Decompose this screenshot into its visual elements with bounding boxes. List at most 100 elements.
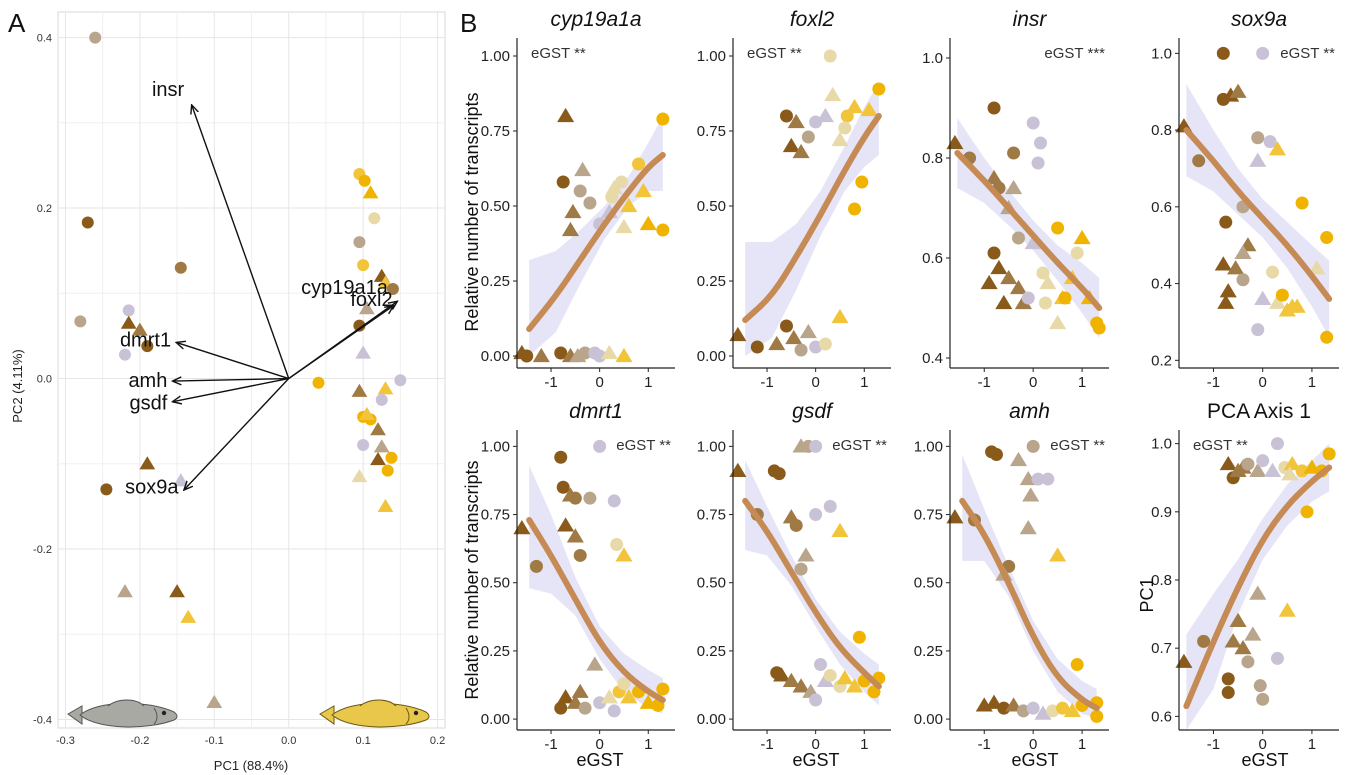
data-point-triangle [985, 169, 1003, 185]
x-tick-label: 1 [1078, 736, 1086, 753]
data-point-circle [632, 157, 646, 171]
data-point-circle [1092, 321, 1106, 335]
data-point-circle [1295, 464, 1309, 478]
significance-label: eGST ** [1050, 437, 1105, 454]
significance-label: eGST ** [747, 45, 802, 62]
y-tick-label: 0.6 [922, 250, 943, 267]
data-point-circle [809, 439, 823, 453]
pca-point-circle [89, 31, 102, 44]
y-tick-label: 0.00 [697, 711, 726, 728]
x-tick-label: 0 [811, 736, 819, 753]
data-point-circle [1058, 291, 1072, 305]
data-point-triangle [797, 547, 815, 562]
data-point-circle [1011, 231, 1025, 245]
y-tick-label: 0.00 [481, 348, 510, 365]
y-tick-label: 0.00 [481, 711, 510, 728]
data-point-circle [989, 448, 1003, 462]
pca-point-circle [381, 464, 394, 477]
data-point-triangle [571, 683, 589, 698]
trend-line [526, 152, 666, 332]
data-point-triangle [1308, 260, 1326, 275]
data-point-circle [1216, 46, 1230, 60]
data-point-circle [554, 346, 568, 360]
data-point-circle [1256, 454, 1270, 468]
data-point-circle [573, 548, 587, 562]
panel-title: amh [1009, 400, 1050, 423]
pca-point-triangle [139, 456, 156, 470]
panel-gsdf: 0.00 0.25 0.50 0.75 1.00 -1 0 1 gsdf eGST ** [697, 400, 891, 753]
y-tick-label: 0.9 [1151, 504, 1172, 521]
panel-pca-axis-1: 0.6 0.7 0.8 0.9 1.0 -1 0 1 PCA Axis 1 eGST ** [1151, 400, 1339, 753]
data-point-circle [605, 190, 619, 204]
data-point-triangle [1227, 260, 1245, 275]
y-tick-label: 0.6 [1151, 708, 1172, 725]
data-point-triangle [1234, 244, 1252, 259]
y-tick-label: 0.2 [1151, 352, 1172, 369]
trend-line [742, 497, 882, 690]
data-point-circle [1026, 701, 1040, 715]
data-point-circle [1251, 323, 1265, 337]
grey-fish-icon [67, 699, 178, 728]
data-point-triangle [1175, 653, 1193, 668]
pca-y-tick-label: -0.2 [33, 544, 52, 556]
significance-label: eGST *** [1044, 45, 1105, 62]
data-point-triangle [846, 678, 864, 693]
data-point-circle [823, 499, 837, 513]
x-tick-label: 0 [595, 374, 603, 391]
x-tick-label: 0 [1259, 736, 1267, 753]
panel-foxl2: 0.00 0.25 0.50 0.75 1.00 -1 0 1 foxl2 eGST ** [697, 8, 891, 391]
data-point-triangle [846, 98, 864, 114]
data-point-triangle [615, 547, 633, 562]
data-point-triangle [768, 335, 786, 351]
x-tick-label: 1 [1308, 736, 1316, 753]
pca-point-triangle [351, 469, 368, 483]
pca-point-circle [122, 304, 135, 317]
data-point-circle [1036, 266, 1050, 280]
x-tick-label: 1 [644, 374, 652, 391]
significance-label: eGST ** [616, 437, 671, 454]
data-point-circle [794, 562, 808, 576]
data-point-triangle [1049, 314, 1067, 330]
data-point-triangle [564, 203, 582, 219]
data-point-triangle [860, 101, 878, 117]
data-point-circle [818, 337, 832, 351]
data-point-circle [610, 538, 624, 552]
data-point-triangle [1214, 256, 1232, 271]
data-point-triangle [615, 347, 633, 363]
data-point-triangle [561, 221, 580, 237]
data-point-circle [1038, 296, 1052, 310]
pca-x-tick-label: -0.2 [130, 735, 149, 747]
data-point-circle [1219, 215, 1233, 229]
data-point-circle [656, 112, 670, 126]
y-tick-label: 0.75 [697, 123, 726, 140]
data-point-triangle [836, 670, 854, 685]
data-point-circle [823, 668, 837, 682]
data-point-circle [1021, 291, 1035, 305]
data-point-circle [1056, 701, 1070, 715]
data-point-triangle [600, 344, 618, 360]
data-point-triangle [1219, 455, 1237, 471]
data-point-triangle [566, 528, 584, 543]
data-point-triangle [1217, 294, 1235, 309]
data-point-circle [1320, 330, 1334, 344]
pca-y-tick-label: -0.4 [33, 714, 52, 726]
y-tick-label: 0.50 [697, 198, 726, 215]
pca-biplot: -0.3 -0.2 -0.1 0.0 0.1 0.2 -0.4 -0.2 0.0 0.2 0.4 in… [33, 11, 446, 747]
pca-point-circle [357, 259, 370, 272]
pca-loading-arrow [185, 378, 290, 490]
data-point-triangle [1234, 640, 1252, 655]
data-point-circle [583, 491, 597, 505]
data-point-circle [1031, 472, 1045, 486]
x-tick-label: 0 [595, 736, 603, 753]
x-tick-label: 0 [1029, 374, 1037, 391]
data-point-circle [1026, 439, 1040, 453]
data-point-triangle [1249, 462, 1267, 478]
x-tick-label: 0 [811, 374, 819, 391]
panel-a-letter: A [8, 8, 26, 38]
pca-point-circle [353, 319, 366, 332]
data-point-circle [809, 693, 823, 707]
data-point-triangle [1039, 274, 1057, 290]
x-tick-label: 1 [1078, 374, 1086, 391]
